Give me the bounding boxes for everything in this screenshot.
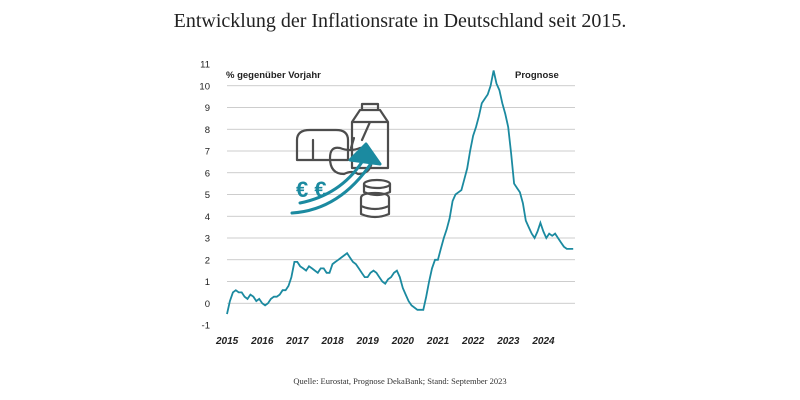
chart-title: Entwicklung der Inflationsrate in Deutsc…: [173, 10, 627, 32]
euro-signs: € €: [296, 177, 327, 202]
y-tick-label: 3: [205, 234, 210, 245]
x-tick-label: 2022: [461, 336, 485, 347]
milk-carton-icon: [350, 102, 390, 170]
rising-arrow-icon: [290, 142, 382, 215]
x-tick-label: 2018: [320, 336, 344, 347]
x-axis-ticks: 2015 2016 2017 2018 2019 2020 2021 2022 2023 2024: [215, 336, 555, 347]
x-tick-label: 2019: [356, 336, 380, 347]
bread-icon: [295, 128, 350, 162]
y-tick-label: -1: [202, 321, 210, 332]
inflation-groceries-illustration: [290, 102, 392, 219]
x-tick-label: 2016: [250, 336, 274, 347]
y-tick-label: 5: [205, 190, 210, 201]
x-tick-label: 2020: [391, 336, 415, 347]
y-tick-label: 2: [205, 255, 210, 266]
y-tick-label: 4: [205, 212, 210, 223]
y-tick-label: 8: [205, 125, 210, 136]
y-tick-label: 0: [205, 299, 210, 310]
forecast-annotation: Prognose: [515, 70, 559, 81]
y-tick-label: 10: [199, 81, 210, 92]
y-axis-ticks: -1 0 1 2 3 4 5 6 7 8 9 10 11: [199, 60, 210, 332]
y-tick-label: 1: [205, 277, 210, 288]
inflation-series-line: [226, 70, 574, 315]
x-tick-label: 2021: [426, 336, 450, 347]
y-axis-label: % gegenüber Vorjahr: [226, 70, 321, 81]
coins-stack-icon: [359, 178, 392, 219]
x-tick-label: 2023: [496, 336, 520, 347]
gridlines: [227, 85, 575, 304]
x-tick-label: 2024: [531, 336, 555, 347]
x-tick-label: 2017: [285, 336, 309, 347]
y-tick-label: 11: [200, 60, 210, 71]
source-note: Quelle: Eurostat, Prognose DekaBank; Sta…: [293, 376, 507, 386]
y-tick-label: 6: [205, 168, 210, 179]
y-tick-label: 9: [205, 103, 210, 114]
x-tick-label: 2015: [215, 336, 239, 347]
y-tick-label: 7: [205, 147, 210, 158]
